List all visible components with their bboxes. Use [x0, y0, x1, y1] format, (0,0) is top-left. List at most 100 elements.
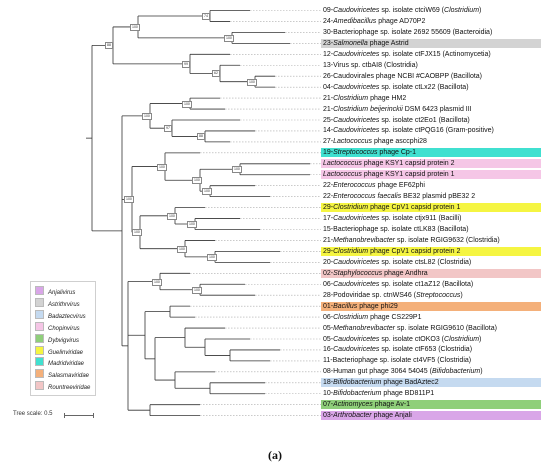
tip-label-part: 08-Human gut phage 3064 54045 ( — [323, 368, 432, 376]
tip-label-part: 12- — [323, 50, 334, 58]
bootstrap-value: 100 — [224, 34, 234, 42]
tip-label: 05-Caudoviricetes sp. isolate ctOKO3 (Cl… — [321, 335, 541, 344]
tip-label-part: Actinomyces — [333, 401, 373, 409]
tip-label-part: Clostridium beijerinckii — [333, 105, 403, 113]
tip-label-part: ) — [479, 7, 482, 14]
tip-label-part: Clostridium — [333, 247, 369, 255]
tip-label-part: 19- — [323, 149, 334, 157]
legend-swatch — [35, 286, 44, 295]
tip-label: 28-Podoviridae sp. ctnWS46 (Streptococcu… — [321, 291, 541, 300]
tip-label-part: sp. isolate ct1aZ12 (Bacillota) — [379, 280, 474, 288]
legend-swatch — [35, 333, 44, 343]
tip-label-part: Streptococcus — [416, 291, 461, 299]
tip-label-part: sp. isolate ct2Eo1 (Bacillota) — [379, 116, 470, 124]
tip-label-part: Lactococcus — [333, 138, 373, 146]
tip-label-part: sp. isolate ctOKO3 ( — [379, 335, 445, 343]
tip-label: 27-Lactococcus phage asccphi28 — [321, 137, 541, 146]
tip-label-part: BE32 plasmid pBE32 2 — [401, 193, 476, 201]
tip-label-part: Bacillus — [333, 302, 358, 310]
bootstrap-value: 97 — [164, 125, 172, 133]
tip-label: 06-Caudoviricetes sp. isolate ct1aZ12 (B… — [321, 280, 541, 289]
tree-scale-label: Tree scale: 0.5 — [13, 411, 53, 417]
tip-label-part: phage Cp-1 — [377, 149, 417, 157]
tip-label-part: phage BD811P1 — [381, 390, 435, 398]
tip-label: 29-Clostridium phage CpV1 capsid protein… — [321, 203, 541, 213]
tip-label-part: Enterococcus — [333, 182, 376, 190]
bootstrap-value: 100 — [182, 100, 192, 108]
bootstrap-value: 100 — [132, 229, 142, 237]
tip-label-part: 21- — [323, 94, 334, 102]
tip-label-part: Bifidobacterium — [333, 379, 382, 387]
bootstrap-value: 100 — [232, 166, 242, 174]
bootstrap-value: 88 — [197, 133, 205, 141]
figure-caption: (a) — [268, 448, 282, 462]
tip-label-part: 17- — [323, 215, 334, 223]
tip-label-part: sp. isolate ctPQG16 (Gram-positive) — [379, 127, 494, 135]
tip-label-part: Bifidobacterium — [431, 368, 481, 376]
tip-label: 01-Bacillus phage phi29 — [321, 301, 541, 311]
tip-label-part: phage phi29 — [357, 302, 398, 310]
tip-label: 30-Bacteriophage sp. isolate 2692 55609 … — [321, 28, 541, 37]
legend-label: Astrithrvirus — [48, 301, 80, 308]
tip-label: Lactococcus phage KSY1 capsid protein 2 — [321, 159, 541, 169]
tip-label-part: Caudoviricetes — [333, 215, 380, 223]
tip-label-part: Staphylococcus — [333, 269, 383, 277]
tip-label-part: Clostridium — [333, 94, 369, 102]
tip-label: 03-Arthrobacter phage Anjali — [321, 411, 541, 421]
tip-label-part: Streptococcus — [333, 149, 378, 157]
tip-label-part: 21- — [323, 236, 334, 244]
legend-item: Astrithrvirus — [35, 297, 80, 308]
tip-label-part: 28-Podoviridae sp. ctnWS46 ( — [323, 291, 416, 299]
legend-label: Guelinviridae — [48, 349, 84, 356]
tip-label-part: 20- — [323, 258, 334, 266]
legend-swatch — [35, 297, 44, 307]
tip-label-part: Lactococcus — [323, 171, 362, 179]
legend: Anjalivirus Astrithrvirus Badaztecvirus Cho… — [30, 281, 96, 396]
tip-label: 19-Streptococcus phage Cp-1 — [321, 148, 541, 158]
tip-label-part: 27- — [323, 138, 334, 146]
tip-label: 05-Methanobrevibacter sp. isolate RGIG96… — [321, 324, 541, 333]
tip-label: 15-Bacteriophage sp. isolate ctLK83 (Bac… — [321, 225, 541, 234]
tip-label: Lactococcus phage KSY1 capsid protein 1 — [321, 170, 541, 180]
tip-label: 29-Clostridium phage CpV1 capsid protein… — [321, 246, 541, 256]
tip-label-part: Clostridium — [444, 7, 480, 14]
tip-label-part: phage CpV1 capsid protein 2 — [368, 247, 461, 255]
tip-label-part: 24- — [323, 17, 334, 25]
tip-label: 11-Bacteriophage sp. isolate ct4VF5 (Clo… — [321, 356, 541, 365]
tip-label: 14-Caudoviricetes sp. isolate ctPQG16 (G… — [321, 126, 541, 135]
bootstrap-value: 100 — [124, 196, 134, 204]
legend-item: Salasmaviridae — [35, 369, 89, 379]
tip-label-part: Caudoviricetes — [333, 127, 380, 135]
tip-label: 21-Methanobrevibacter sp. isolate RGIG96… — [321, 236, 541, 245]
tip-label-part: phage BadAztec2 — [381, 379, 439, 387]
tip-label-part: sp. isolate ctLx22 (Bacillota) — [379, 83, 469, 91]
bootstrap-value: 100 — [207, 253, 217, 261]
legend-swatch — [35, 357, 44, 367]
tip-label-part: 21- — [323, 105, 334, 113]
tip-label: 21-Clostridium beijerinckii DSM 6423 pla… — [321, 105, 541, 114]
legend-item: Anjalivirus — [35, 286, 75, 296]
tip-label-part: Caudoviricetes — [333, 116, 380, 124]
tip-label-part: 05- — [323, 335, 334, 343]
legend-item: Dybvigvirus — [35, 333, 80, 344]
tip-label: 24-Amedibacillus phage AD70P2 — [321, 17, 541, 26]
tip-label-part: Caudoviricetes — [333, 7, 380, 14]
tip-label-part: 15-Bacteriophage sp. isolate ctLK83 (Bac… — [323, 226, 469, 233]
tip-label-part: 02- — [323, 269, 334, 277]
tip-label-part: phage AD70P2 — [376, 17, 426, 25]
tip-label-part: phage CS229P1 — [368, 313, 422, 321]
bootstrap-value: 100 — [157, 163, 167, 171]
legend-item: Chopinvirus — [35, 321, 80, 332]
tip-label-part: 07- — [323, 401, 334, 409]
tip-label-part: phage KSY1 capsid protein 1 — [361, 171, 455, 179]
bootstrap-value: 99 — [182, 60, 190, 68]
tip-label-part: 29- — [323, 247, 334, 255]
legend-label: Madridviridae — [48, 361, 85, 368]
bootstrap-value: 62 — [212, 70, 220, 78]
tip-label-part: 09- — [323, 7, 334, 14]
tip-label-part: phage Andhra — [382, 269, 428, 277]
legend-label: Dybvigvirus — [48, 337, 80, 344]
tip-label: 21-Clostridium phage HM2 — [321, 94, 541, 103]
tip-label-part: 05- — [323, 324, 334, 332]
tip-label: 06-Clostridium phage CS229P1 — [321, 313, 541, 322]
